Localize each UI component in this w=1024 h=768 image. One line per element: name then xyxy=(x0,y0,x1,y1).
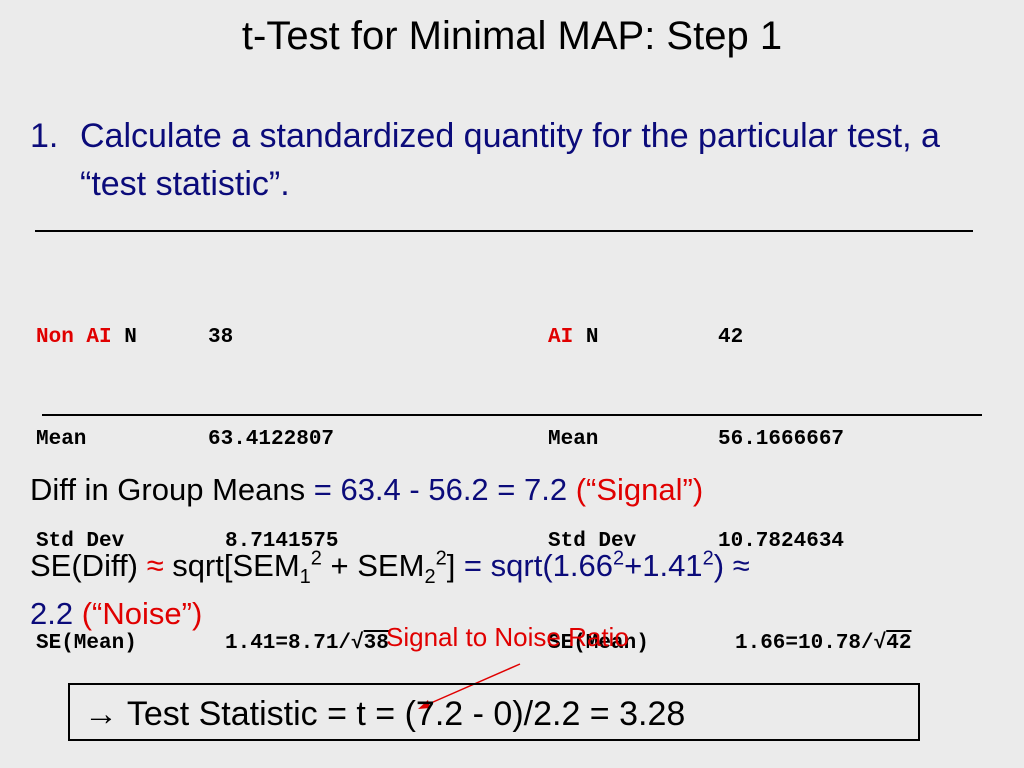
se-diff-result: 2.2 xyxy=(30,596,82,631)
left-se-root: 38 xyxy=(363,632,389,655)
right-sd-label: Std Dev xyxy=(548,530,637,553)
step-number: 1. xyxy=(30,117,59,155)
diff-equation: = 63.4 - 56.2 = 7.2 xyxy=(305,472,576,507)
right-mean-value: 56.1666667 xyxy=(718,428,845,451)
right-stats: AI N Mean Std Dev SE(Mean) xyxy=(548,253,649,695)
left-stats: Non AI N Mean Std Dev SE(Mean) xyxy=(36,253,137,695)
right-sd-value: 10.7824634 xyxy=(718,530,845,553)
right-n-label: N xyxy=(585,326,599,349)
left-n-label: N xyxy=(124,326,137,349)
left-sd-value: 8.7141575 xyxy=(225,530,339,553)
right-se-root: 42 xyxy=(886,632,912,655)
left-mean-value: 63.4122807 xyxy=(208,428,335,451)
left-mean-label: Mean xyxy=(36,428,87,451)
test-statistic-box: → Test Statistic = t = (7.2 - 0)/2.2 = 3… xyxy=(68,683,920,741)
left-sd-label: Std Dev xyxy=(36,530,125,553)
test-statistic: → Test Statistic = t = (7.2 - 0)/2.2 = 3… xyxy=(84,695,686,733)
right-se-value: 1.66=10.78/√42 xyxy=(735,632,912,655)
right-values: 42 56.1666667 10.7824634 1.66=10.78/√42 xyxy=(718,253,911,695)
se-diff-line: SE(Diff) ≈ sqrt[SEM12 + SEM22] = sqrt(1.… xyxy=(30,547,750,631)
step-item: 1. Calculate a standardized quantity for… xyxy=(30,112,1000,208)
diff-line: Diff in Group Means = 63.4 - 56.2 = 7.2 … xyxy=(30,472,703,508)
left-se-value: 1.41=8.71/√38 xyxy=(225,632,389,655)
top-rule xyxy=(35,230,973,232)
step-text: Calculate a standardized quantity for th… xyxy=(80,117,940,203)
diff-label: Diff in Group Means xyxy=(30,472,306,507)
signal-tag: (“Signal”) xyxy=(575,472,704,507)
left-values: 38 63.4122807 8.7141575 1.41=8.71/√38 xyxy=(208,253,389,695)
noise-tag: (“Noise”) xyxy=(81,596,203,631)
signal-to-noise-annotation: Signal to Noise Ratio xyxy=(386,622,629,652)
left-n-value: 38 xyxy=(208,326,234,349)
left-n-row: Non AI N xyxy=(36,321,137,355)
left-group-label: Non AI xyxy=(36,326,112,349)
slide-title: t-Test for Minimal MAP: Step 1 xyxy=(241,14,783,58)
right-group-label: AI xyxy=(548,326,574,349)
right-mean-label: Mean xyxy=(548,428,599,451)
left-se-label: SE(Mean) xyxy=(36,632,137,655)
right-n-row: AI N xyxy=(548,321,649,355)
bottom-rule xyxy=(42,414,982,416)
right-n-value: 42 xyxy=(718,326,744,349)
right-se-label: SE(Mean) xyxy=(548,632,649,655)
